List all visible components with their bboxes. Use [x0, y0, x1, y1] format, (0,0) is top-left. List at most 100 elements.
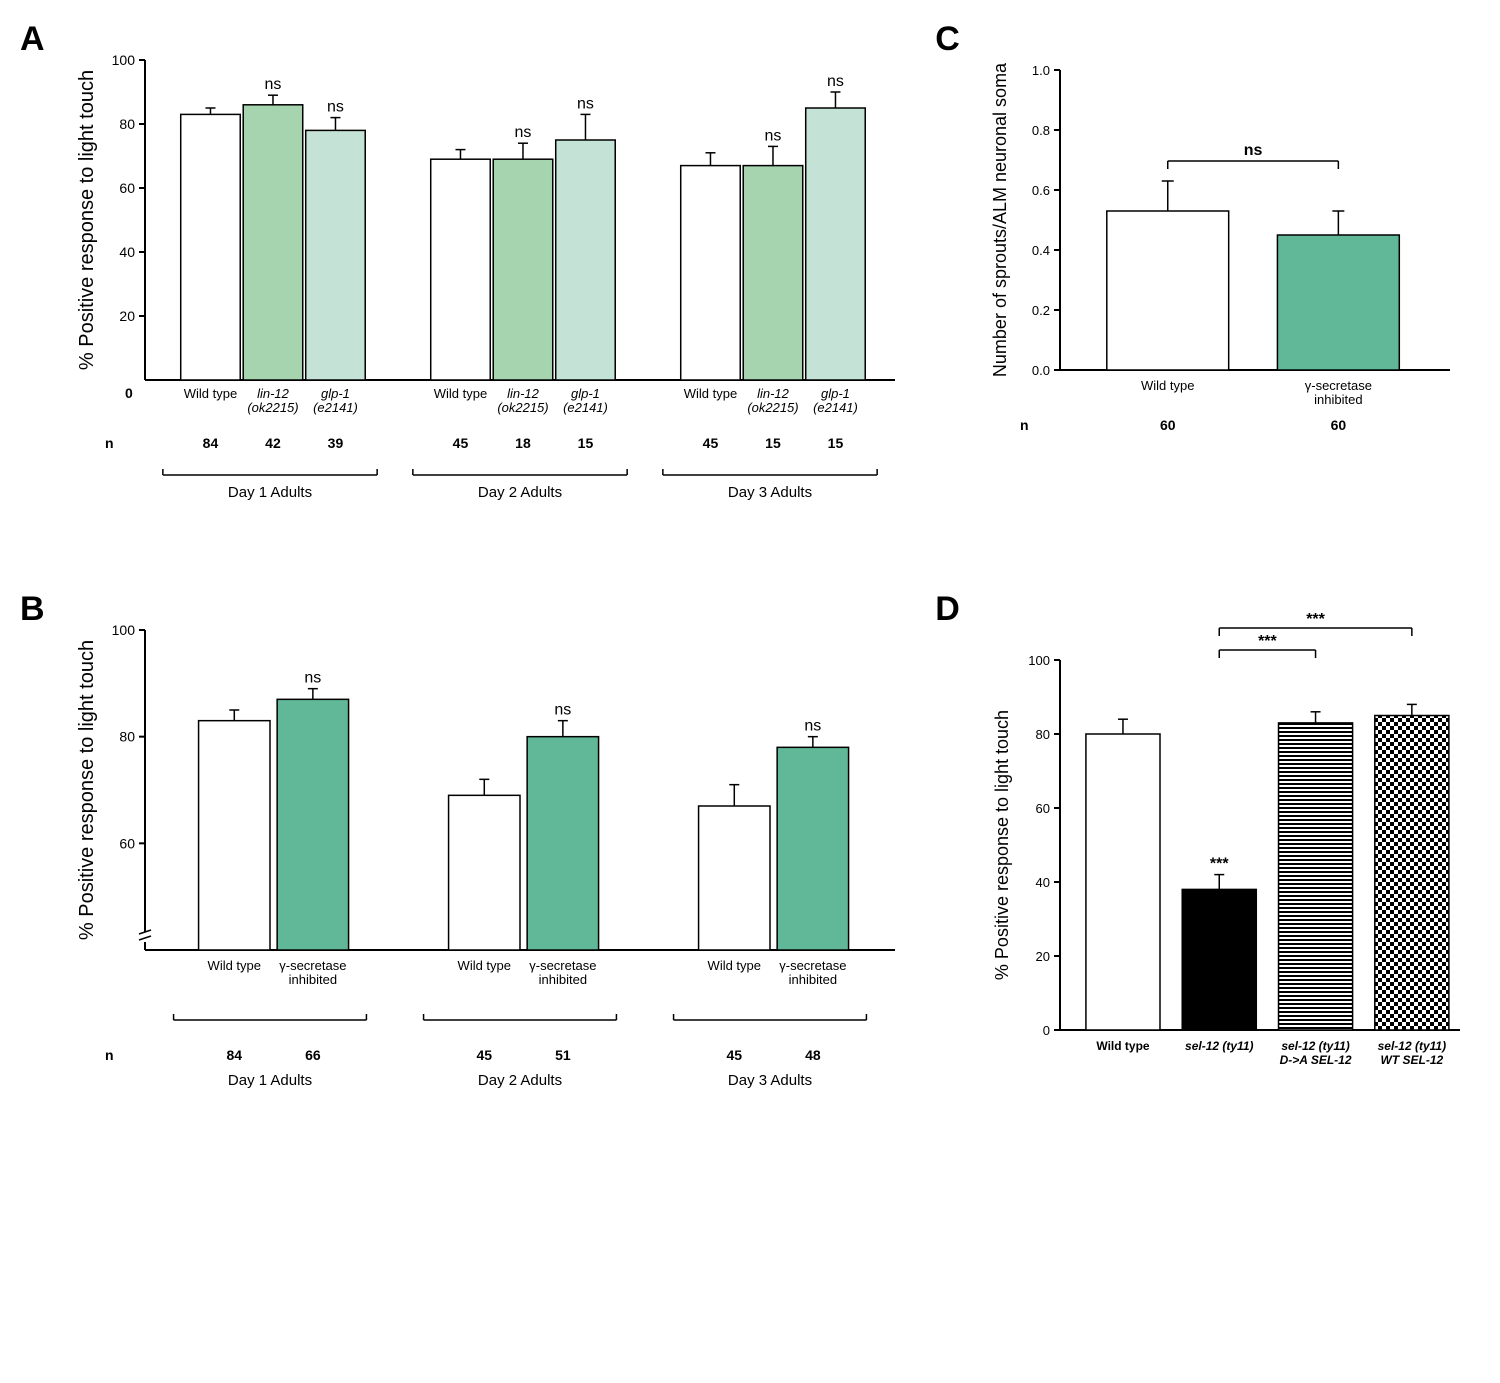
svg-text:(e2141): (e2141) [563, 400, 608, 415]
svg-text:γ-secretase: γ-secretase [529, 958, 596, 973]
svg-text:60: 60 [1331, 417, 1347, 433]
svg-text:ns: ns [515, 124, 532, 141]
svg-text:inhibited: inhibited [289, 972, 337, 987]
panel-c-svg: 0.0 0.2 0.4 0.6 0.8 1.0 Number of sprouts/ALM … [990, 20, 1470, 500]
svg-text:Wild type: Wild type [1141, 378, 1194, 393]
svg-text:Day 2 Adults: Day 2 Adults [478, 1072, 562, 1089]
svg-text:60: 60 [1160, 417, 1176, 433]
svg-text:15: 15 [765, 435, 781, 451]
svg-text:***: *** [1306, 611, 1325, 628]
svg-text:80: 80 [119, 116, 135, 132]
svg-text:n: n [105, 1047, 114, 1063]
svg-text:Wild type: Wild type [1097, 1039, 1151, 1053]
svg-text:Day 1 Adults: Day 1 Adults [228, 1072, 312, 1089]
svg-text:WT SEL-12: WT SEL-12 [1381, 1053, 1444, 1067]
svg-text:48: 48 [805, 1047, 821, 1063]
svg-text:80: 80 [1036, 727, 1050, 742]
svg-text:Wild type: Wild type [184, 386, 237, 401]
svg-text:(e2141): (e2141) [813, 400, 858, 415]
svg-text:100: 100 [112, 52, 136, 68]
svg-text:ns: ns [1244, 142, 1263, 159]
panel-c-label: C [935, 20, 960, 59]
svg-text:inhibited: inhibited [789, 972, 837, 987]
svg-text:45: 45 [476, 1047, 492, 1063]
panel-b-svg: 60 80 100 % Positive response to light touc… [75, 590, 905, 1150]
svg-text:0.6: 0.6 [1032, 183, 1050, 198]
panel-a-chart: 20406080100% Positive response to light … [75, 20, 925, 580]
svg-text:15: 15 [828, 435, 844, 451]
panel-c: C 0.0 0.2 0.4 0.6 0.8 1.0 Number of sprouts/AL… [935, 20, 1490, 580]
svg-text:60: 60 [1036, 801, 1050, 816]
svg-text:84: 84 [203, 435, 219, 451]
svg-text:84: 84 [226, 1047, 242, 1063]
svg-text:51: 51 [555, 1047, 571, 1063]
svg-text:glp-1: glp-1 [321, 386, 350, 401]
panel-c-chart: 0.0 0.2 0.4 0.6 0.8 1.0 Number of sprouts/ALM … [990, 20, 1490, 500]
svg-text:39: 39 [328, 435, 344, 451]
svg-text:42: 42 [265, 435, 281, 451]
svg-text:sel-12 (ty11): sel-12 (ty11) [1378, 1039, 1446, 1053]
svg-text:18: 18 [515, 435, 531, 451]
svg-text:60: 60 [119, 180, 135, 196]
svg-text:45: 45 [726, 1047, 742, 1063]
svg-text:***: *** [1258, 633, 1277, 650]
panel-d-label: D [935, 590, 960, 629]
svg-text:% Positive response to light t: % Positive response to light touch [992, 710, 1012, 980]
panel-a-svg: 20406080100% Positive response to light … [75, 20, 905, 580]
svg-text:ns: ns [827, 73, 844, 90]
panel-a-label: A [20, 20, 45, 59]
svg-text:(ok2215): (ok2215) [497, 400, 548, 415]
svg-text:ns: ns [765, 127, 782, 144]
svg-text:Wild type: Wild type [708, 958, 761, 973]
svg-text:lin-12: lin-12 [757, 386, 790, 401]
svg-text:ns: ns [304, 670, 321, 687]
svg-text:n: n [105, 435, 114, 451]
svg-text:66: 66 [305, 1047, 321, 1063]
panel-b: B 60 80 100 % Positive response to light to… [20, 590, 925, 1150]
svg-text:0.2: 0.2 [1032, 303, 1050, 318]
svg-text:sel-12 (ty11): sel-12 (ty11) [1282, 1039, 1350, 1053]
svg-text:40: 40 [1036, 875, 1050, 890]
svg-text:60: 60 [119, 835, 135, 851]
svg-text:45: 45 [703, 435, 719, 451]
panel-d: D 020406080100% Positive response to lig… [935, 590, 1490, 1150]
panel-b-label: B [20, 590, 45, 629]
svg-text:1.0: 1.0 [1032, 63, 1050, 78]
panel-b-chart: 60 80 100 % Positive response to light touc… [75, 590, 925, 1150]
svg-text:100: 100 [112, 622, 136, 638]
svg-text:Day 3 Adults: Day 3 Adults [728, 484, 812, 501]
svg-text:glp-1: glp-1 [821, 386, 850, 401]
svg-text:Wild type: Wild type [684, 386, 737, 401]
svg-text:15: 15 [578, 435, 594, 451]
svg-text:Number of sprouts/ALM neuronal: Number of sprouts/ALM neuronal soma [990, 62, 1010, 377]
svg-text:Day 2 Adults: Day 2 Adults [478, 484, 562, 501]
svg-text:sel-12 (ty11): sel-12 (ty11) [1185, 1039, 1253, 1053]
svg-text:ns: ns [804, 718, 821, 735]
svg-text:lin-12: lin-12 [257, 386, 290, 401]
svg-text:glp-1: glp-1 [571, 386, 600, 401]
svg-text:Wild type: Wild type [434, 386, 487, 401]
svg-text:(ok2215): (ok2215) [247, 400, 298, 415]
svg-text:0.8: 0.8 [1032, 123, 1050, 138]
svg-text:γ-secretase: γ-secretase [779, 958, 846, 973]
svg-text:Day 3 Adults: Day 3 Adults [728, 1072, 812, 1089]
svg-text:inhibited: inhibited [1314, 392, 1362, 407]
svg-text:ns: ns [577, 95, 594, 112]
svg-text:0.4: 0.4 [1032, 243, 1050, 258]
svg-text:lin-12: lin-12 [507, 386, 540, 401]
svg-text:γ-secretase: γ-secretase [279, 958, 346, 973]
svg-text:(e2141): (e2141) [313, 400, 358, 415]
svg-text:Wild type: Wild type [208, 958, 261, 973]
svg-text:(ok2215): (ok2215) [747, 400, 798, 415]
svg-text:Day 1 Adults: Day 1 Adults [228, 484, 312, 501]
svg-text:80: 80 [119, 729, 135, 745]
svg-text:% Positive response to light t: % Positive response to light touch [76, 640, 98, 940]
svg-text:***: *** [1210, 856, 1229, 873]
svg-text:20: 20 [1036, 949, 1050, 964]
svg-text:45: 45 [453, 435, 469, 451]
svg-text:D->A SEL-12: D->A SEL-12 [1280, 1053, 1352, 1067]
svg-text:% Positive response to light t: % Positive response to light touch [76, 70, 98, 370]
svg-text:100: 100 [1028, 653, 1050, 668]
svg-text:ns: ns [554, 702, 571, 719]
svg-text:0.0: 0.0 [1032, 363, 1050, 378]
